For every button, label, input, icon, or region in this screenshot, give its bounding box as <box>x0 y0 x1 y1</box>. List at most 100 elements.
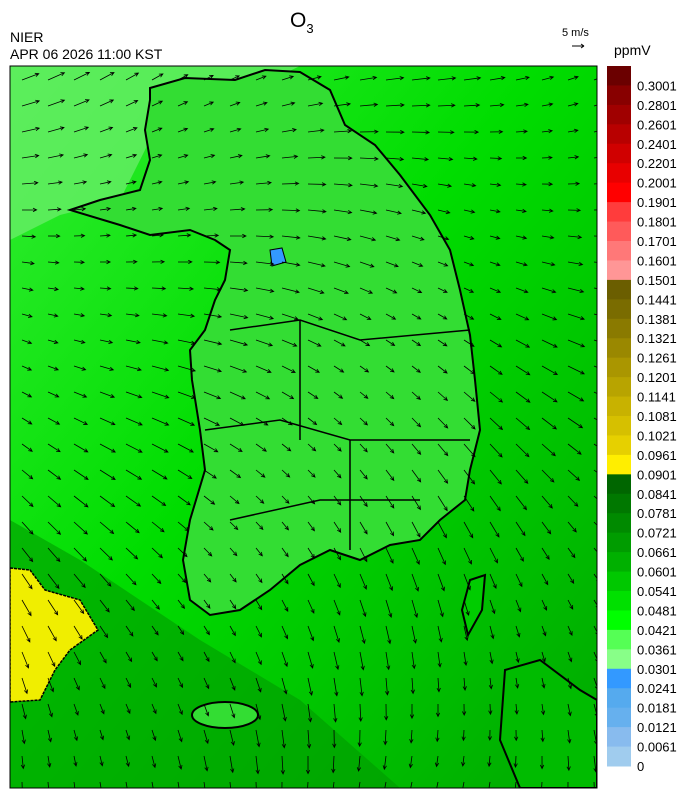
colorbar-swatch <box>607 124 631 145</box>
wind-arrow <box>47 153 65 159</box>
wind-arrow <box>333 703 338 723</box>
wind-arrow <box>384 703 389 721</box>
wind-arrow <box>255 391 271 400</box>
wind-arrow <box>99 365 115 371</box>
wind-arrow <box>489 599 496 615</box>
wind-arrow <box>515 313 530 321</box>
wind-arrow <box>541 599 548 611</box>
wind-arrow <box>125 729 131 741</box>
wind-arrow <box>513 755 518 769</box>
wind-arrow <box>567 155 580 160</box>
wind-arrow <box>540 703 546 716</box>
tsushima-island <box>460 573 487 638</box>
colorbar-swatch <box>607 221 631 242</box>
wind-arrow <box>515 469 529 484</box>
wind-arrow <box>203 339 223 346</box>
wind-arrow <box>47 573 60 590</box>
map-frame <box>9 65 598 789</box>
wind-arrow <box>437 183 453 188</box>
wind-arrow <box>47 677 54 693</box>
wind-arrow <box>359 495 368 508</box>
wind-arrow <box>255 755 260 775</box>
wind-arrow <box>73 153 89 159</box>
wind-arrow <box>333 183 353 188</box>
wind-arrow <box>515 651 520 664</box>
wind-arrow <box>177 651 184 662</box>
wind-arrow <box>281 181 300 186</box>
wind-arrow <box>333 261 351 268</box>
wind-arrow <box>307 391 319 399</box>
wind-arrow <box>437 339 448 347</box>
wind-arrow <box>333 417 343 426</box>
wind-arrow <box>307 209 327 214</box>
wind-arrow <box>359 625 366 645</box>
wind-arrow <box>461 781 465 788</box>
wind-arrow <box>307 677 314 696</box>
wind-arrow <box>99 495 116 508</box>
colorbar-label: 0.0961 <box>637 448 677 463</box>
wind-arrow <box>151 259 166 264</box>
wind-arrow <box>177 495 191 506</box>
wind-arrow <box>541 651 546 663</box>
wind-arrow <box>305 755 311 775</box>
wind-arrow <box>463 365 476 375</box>
colorbar-swatch <box>607 416 631 436</box>
wind-arrow <box>515 599 522 613</box>
wind-arrow <box>73 260 85 265</box>
wind-arrow <box>229 651 236 664</box>
wind-arrow <box>177 154 189 159</box>
wind-arrow <box>307 182 327 187</box>
wind-arrow <box>73 573 86 589</box>
wind-arrow <box>593 157 597 159</box>
wind-arrow <box>125 259 138 264</box>
colorbar-swatch <box>607 552 631 573</box>
wind-arrow <box>281 599 289 612</box>
wind-arrow <box>203 651 210 663</box>
colorbar-label: 0.0901 <box>637 467 677 482</box>
wind-arrow <box>489 156 503 161</box>
wind-arrow <box>255 207 274 212</box>
wind-arrow <box>463 235 475 240</box>
colorbar-swatch <box>607 377 631 398</box>
wind-arrow <box>463 547 472 565</box>
wind-arrow <box>541 443 556 457</box>
wind-arrow <box>489 235 501 240</box>
wind-arrow <box>73 755 78 767</box>
wind-arrow <box>99 703 105 715</box>
wind-arrow <box>567 339 586 348</box>
wind-arrow <box>151 286 167 291</box>
wind-arrow <box>255 234 275 239</box>
wind-arrow <box>593 547 597 555</box>
wind-arrow <box>333 495 342 506</box>
wind-arrow <box>99 729 105 741</box>
wind-arrow <box>359 547 368 563</box>
wind-arrow <box>385 469 395 482</box>
wind-arrow <box>229 729 235 746</box>
colorbar: 0.3001 0.2801 0.2601 0.2401 0.2201 0.2001 0.19… <box>607 66 677 774</box>
wind-arrow <box>177 127 189 133</box>
wind-arrow <box>411 339 422 347</box>
wind-arrow <box>21 677 28 695</box>
wind-arrow <box>255 547 263 557</box>
wind-arrow <box>255 101 268 107</box>
wind-arrow <box>21 313 33 318</box>
wind-arrow <box>280 755 285 775</box>
wind-arrow <box>333 547 342 561</box>
wind-arrow <box>541 235 555 240</box>
wind-arrow <box>593 417 597 421</box>
wind-arrow <box>151 729 157 742</box>
colorbar-swatch <box>607 707 631 728</box>
high-o3-area <box>10 567 99 703</box>
colorbar-swatch <box>607 513 631 534</box>
wind-arrow <box>359 417 369 426</box>
wind-arrow <box>567 313 585 321</box>
colorbar-swatch <box>607 163 631 184</box>
wind-arrow <box>21 547 34 563</box>
colorbar-swatch <box>607 338 631 359</box>
colorbar-swatch <box>607 629 631 650</box>
wind-arrow <box>47 521 62 535</box>
wind-arrow <box>177 101 189 107</box>
colorbar-label: 0.1701 <box>637 234 677 249</box>
wind-arrow <box>73 443 89 453</box>
wind-arrow <box>411 443 422 455</box>
